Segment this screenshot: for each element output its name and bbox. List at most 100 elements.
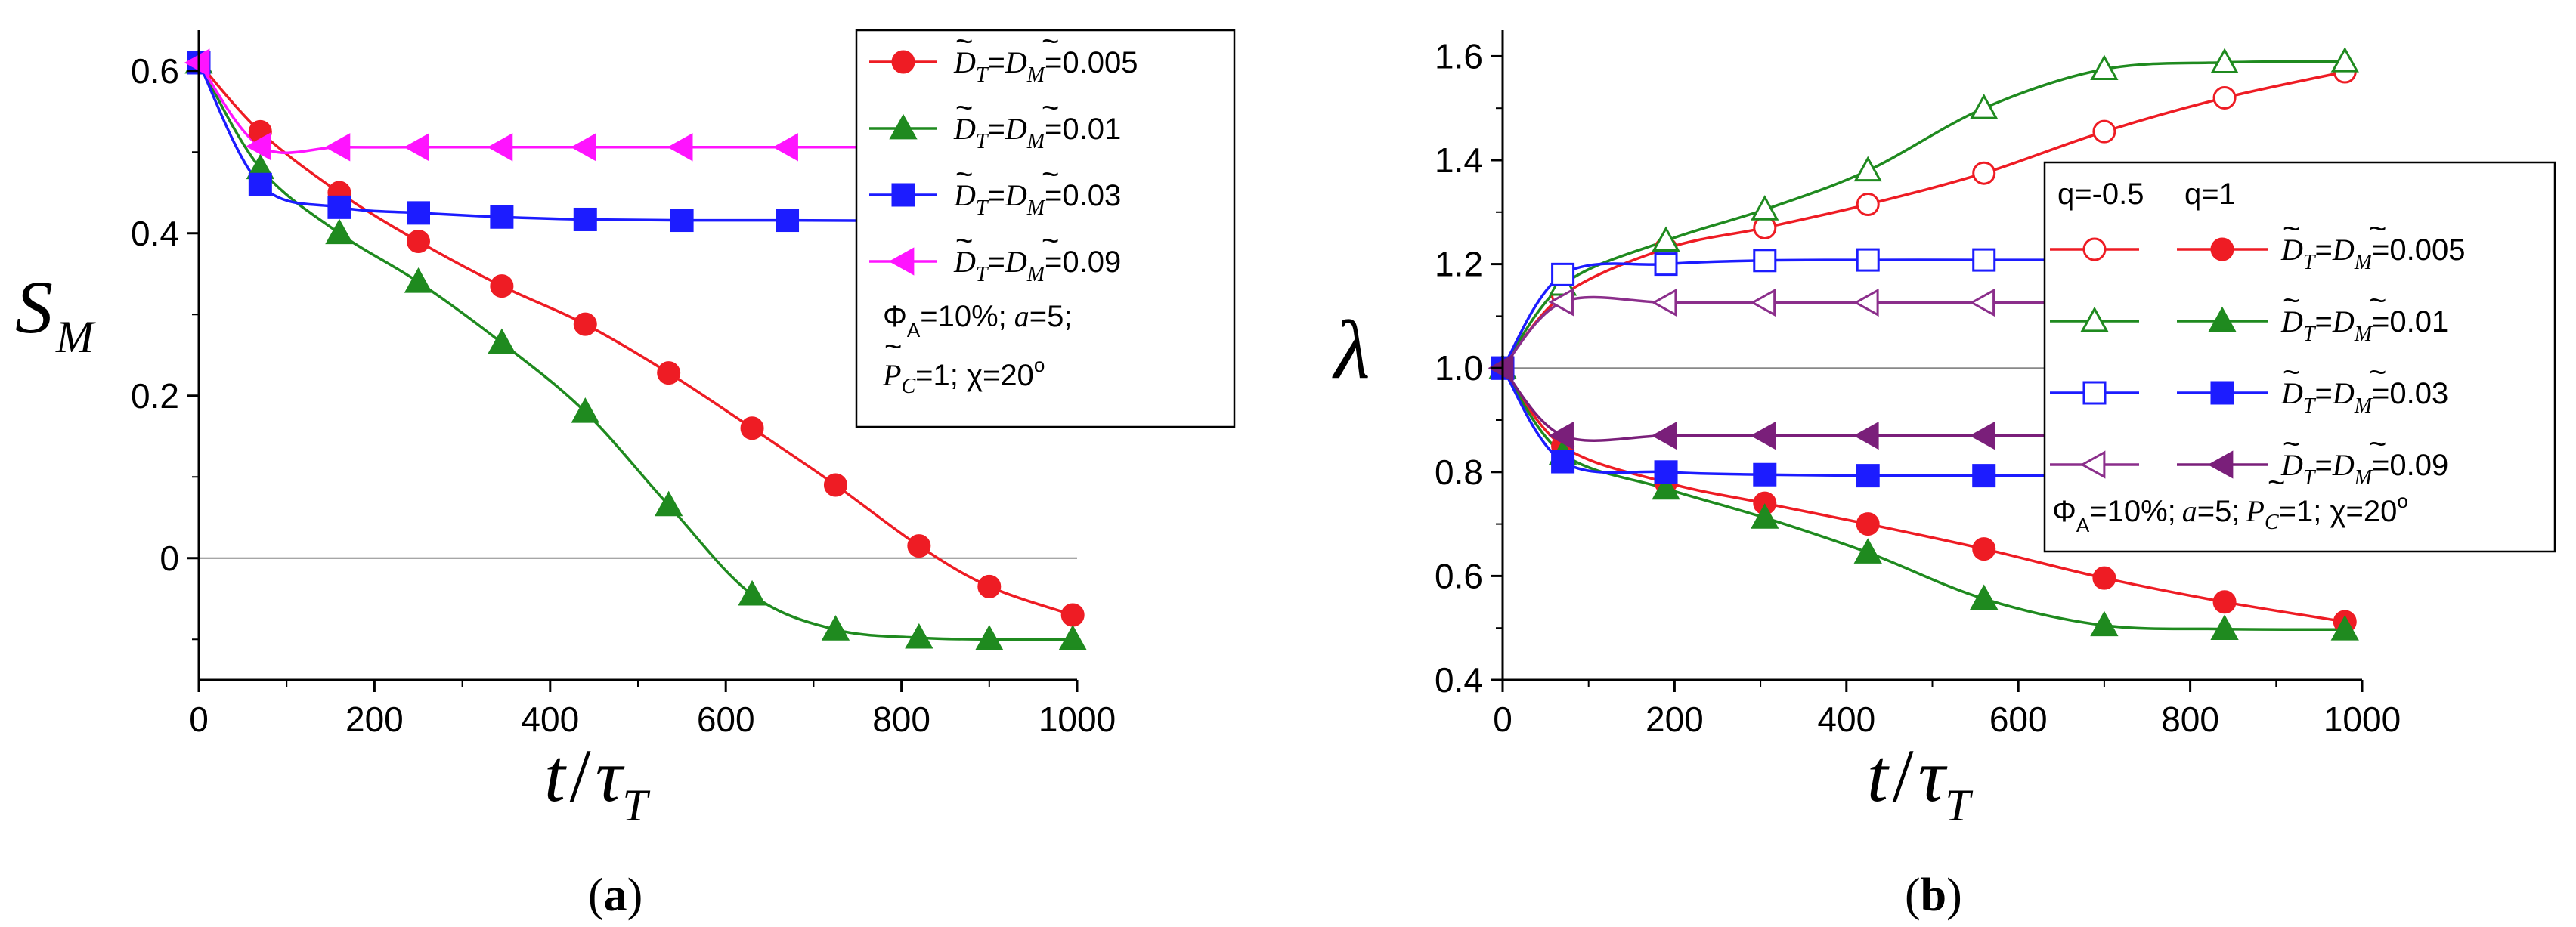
legend-a: DT=DM=0.005~ ~DT=DM=0.01~ ~DT=DM=0.03~ ~DT=… xyxy=(855,25,1236,428)
x-tick-label: 600 xyxy=(697,700,755,739)
data-point xyxy=(1548,421,1574,450)
data-point xyxy=(571,133,596,162)
data-point xyxy=(670,209,694,233)
data-point xyxy=(248,172,272,196)
data-point xyxy=(2090,610,2119,637)
legend-tilde: ~ xyxy=(2369,284,2386,317)
data-point xyxy=(667,133,693,162)
data-point xyxy=(1970,584,1999,610)
legend-tilde: ~ xyxy=(1042,158,1059,191)
data-point xyxy=(571,397,599,423)
legend-col-header-q1: q=-0.5 xyxy=(2057,178,2144,211)
data-point xyxy=(1750,421,1776,450)
data-point xyxy=(1856,464,1880,488)
series-line xyxy=(197,61,946,154)
y-tick-label: 0.4 xyxy=(1435,660,1483,700)
y-tick-label: 0 xyxy=(159,539,179,578)
data-point xyxy=(490,274,514,298)
data-point xyxy=(2092,566,2116,590)
legend-tilde: ~ xyxy=(1042,224,1059,258)
ticks-b: 0 200 400 600 800 1000 0.4 0.6 0.8 1.0 1.2 1.4 1.6 xyxy=(1435,36,2401,739)
legend-tilde: ~ xyxy=(2283,212,2300,246)
data-point xyxy=(1654,252,1678,277)
data-point xyxy=(324,133,351,162)
legend-marker xyxy=(889,113,918,140)
data-point xyxy=(1856,192,1880,216)
legend-tilde: ~ xyxy=(955,25,973,58)
legend-params-line1-a: ΦA=10%; a=5; xyxy=(883,299,1073,341)
legend-marker xyxy=(891,183,915,207)
x-tick-label: 0 xyxy=(1493,700,1512,739)
chart-panel-b: 0 200 400 600 800 1000 0.4 0.6 0.8 1.0 1.2 1.4 1.6 λ… xyxy=(1332,30,2556,921)
x-tick-label: 1000 xyxy=(1039,700,1116,739)
y-tick-label: 1.2 xyxy=(1435,245,1483,284)
data-point xyxy=(905,623,933,649)
data-point xyxy=(1972,464,1996,488)
data-point xyxy=(975,625,1004,650)
data-point xyxy=(2330,615,2359,641)
data-point xyxy=(2090,54,2119,80)
legend-label: DT=DM=0.01 xyxy=(953,112,1121,153)
data-point xyxy=(2212,590,2237,614)
legend-b: q=-0.5 q=1 DT=DM=0.005~ ~DT=DM=0.01~ ~DT=D… xyxy=(2043,161,2556,553)
y-tick-label: 1.4 xyxy=(1435,141,1483,180)
legend-label: DT=DM=0.03 xyxy=(953,178,1121,220)
data-point xyxy=(1853,421,1879,450)
x-tick-label: 400 xyxy=(1817,700,1875,739)
legend-params-b: ΦA=10%; a=5; PC=1; χ=20o xyxy=(2052,490,2408,536)
data-point xyxy=(1058,625,1087,650)
data-point xyxy=(404,267,433,293)
legend-marker xyxy=(891,50,915,74)
data-point xyxy=(1060,603,1085,627)
legend-marker-filled xyxy=(2210,237,2234,261)
data-point xyxy=(740,416,764,440)
data-point xyxy=(1853,288,1879,317)
x-tick-label: 0 xyxy=(189,700,209,739)
data-point xyxy=(1970,94,1999,119)
legend-label: DT=DM=0.03 xyxy=(2280,376,2448,418)
series-line xyxy=(1501,295,2062,369)
chart-panel-a: 0 200 400 600 800 1000 0 0.2 0.4 0.6 SM t/τT DT=D… xyxy=(15,25,1236,921)
legend-box-b xyxy=(2043,161,2556,553)
x-tick-label: 200 xyxy=(1646,700,1704,739)
data-point xyxy=(1551,262,1575,286)
legend-label: DT=DM=0.09 xyxy=(2280,448,2448,490)
legend-marker-open xyxy=(2082,381,2107,405)
data-point xyxy=(184,48,210,77)
legend-label: DT=DM=0.01 xyxy=(2280,304,2448,346)
data-point xyxy=(1972,161,1996,185)
y-tick-label: 0.8 xyxy=(1435,453,1483,492)
x-tick-label: 800 xyxy=(2161,700,2219,739)
legend-params-tilde-b: ~ xyxy=(2268,466,2285,499)
data-point xyxy=(1651,288,1677,317)
y-tick-label: 0.4 xyxy=(131,214,179,253)
legend-marker-open xyxy=(2079,450,2106,479)
data-point xyxy=(1856,512,1880,536)
legend-tilde: ~ xyxy=(2369,428,2386,461)
y-axis-label-b: λ xyxy=(1332,304,1370,396)
data-point xyxy=(1753,249,1777,273)
x-tick-label: 400 xyxy=(521,700,579,739)
y-tick-label: 0.6 xyxy=(1435,556,1483,595)
data-point xyxy=(977,574,1002,598)
legend-tilde: ~ xyxy=(2283,284,2300,317)
legend-tilde: ~ xyxy=(955,158,973,191)
series-line xyxy=(1501,367,2062,442)
data-point xyxy=(907,534,931,558)
data-point xyxy=(1551,450,1575,474)
caption-a: (a) xyxy=(588,870,642,921)
series-group-b xyxy=(1488,47,2359,641)
data-point xyxy=(772,133,798,162)
legend-marker-open xyxy=(2082,237,2107,261)
y-tick-label: 0.6 xyxy=(131,51,179,91)
data-point xyxy=(1972,248,1996,272)
legend-label: DT=DM=0.005 xyxy=(953,45,1138,87)
x-tick-label: 200 xyxy=(345,700,404,739)
legend-marker-open xyxy=(2080,306,2109,332)
legend-col-header-q2: q=1 xyxy=(2184,178,2236,211)
legend-marker xyxy=(888,247,915,276)
legend-tilde: ~ xyxy=(2369,356,2386,389)
data-point xyxy=(404,133,429,162)
data-point xyxy=(325,218,354,245)
legend-label: DT=DM=0.005 xyxy=(2280,233,2466,274)
